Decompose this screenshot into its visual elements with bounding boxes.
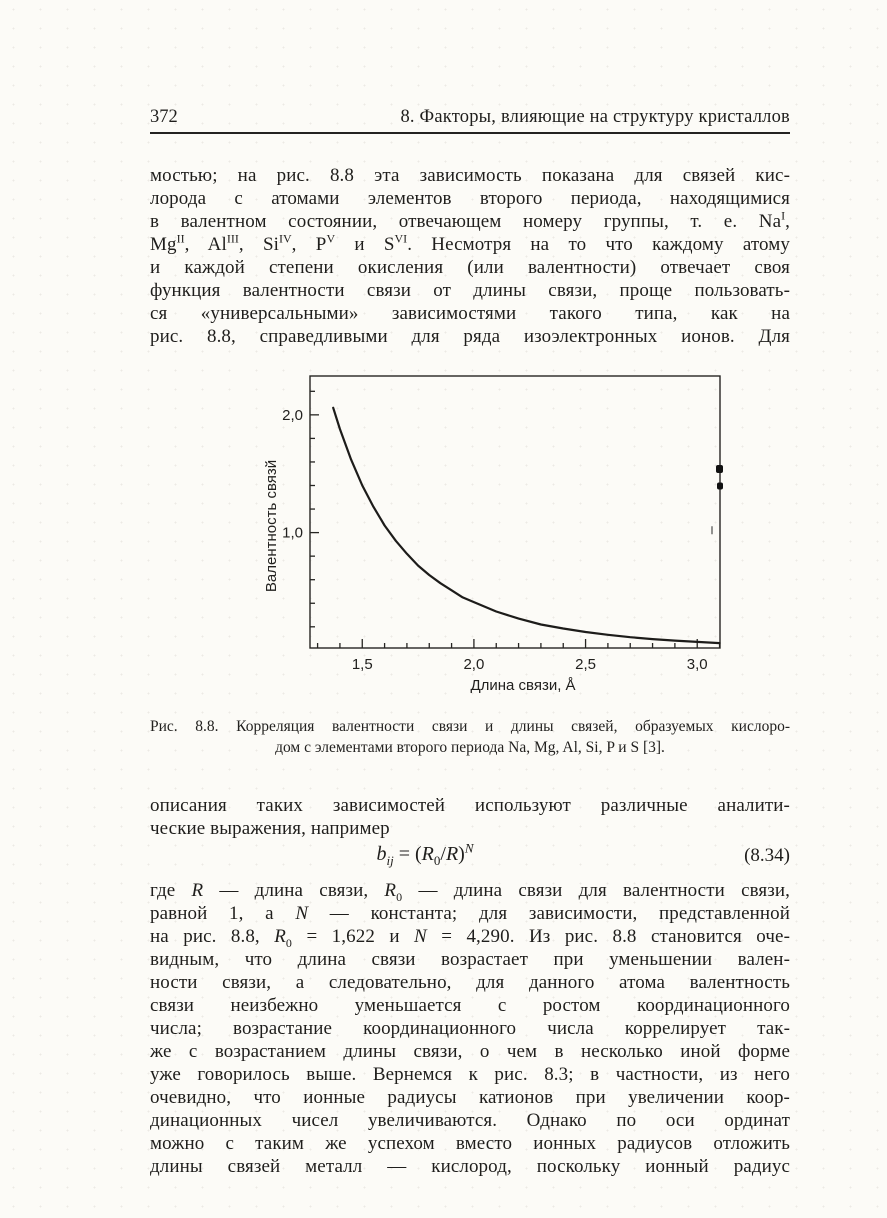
text-line: динационных чисел увеличиваются. Однако … (150, 1110, 790, 1131)
caption-line-2: дом с элементами второго периода Na, Mg,… (275, 739, 665, 756)
equation-number: (8.34) (744, 845, 790, 866)
text-line: числа; возрастание координационного числ… (150, 1018, 790, 1039)
text-line: уже говорилось выше. Вернемся к рис. 8.3… (150, 1064, 790, 1085)
text-line: MgII, AlIII, SiIV, PV и SVI. Несмотря на… (150, 231, 791, 255)
text-line: ся «универсальными» зависимостями такого… (150, 303, 790, 324)
figure-8-8: 1,5 2,0 2,5 3,0 1,0 2,0 Длина связи, Å Валентно… (262, 366, 732, 696)
text-line: лорода с атомами элементов второго перио… (150, 188, 790, 209)
text-line: связи неизбежно уменьшается с ростом коо… (150, 995, 790, 1016)
page-number: 372 (150, 107, 178, 127)
text-line: в валентном состоянии, отвечающем номеру… (150, 208, 790, 232)
x-tick-label: 2,0 (463, 656, 484, 673)
paragraph-1: мостью; на рис. 8.8 эта зависимость пока… (150, 164, 790, 348)
text-line: очевидно, что ионные радиусы катионов пр… (150, 1087, 790, 1108)
x-tick-label: 1,5 (352, 656, 373, 673)
curve-bond-valence (332, 406, 721, 645)
x-tick-label: 2,5 (575, 656, 596, 673)
text-line: описания таких зависимостей используют р… (150, 795, 790, 816)
scan-artifact (716, 465, 723, 474)
text-line: где R — длина связи, R0 — длина связи дл… (150, 880, 790, 904)
header-rule (150, 132, 790, 134)
caption-line-1: Рис. 8.8. Корреляция валентности связи и… (150, 718, 790, 735)
text-line: функция валентности связи от длины связи… (150, 280, 790, 301)
text-line: видным, что длина связи возрастает при у… (150, 949, 790, 970)
text-line: на рис. 8.8, R0 = 1,622 и N = 4,290. Из … (150, 926, 790, 950)
text-line: длины связей металл — кислород, поскольк… (150, 1156, 790, 1177)
text-line: рис. 8.8, справедливыми для ряда изоэлек… (150, 326, 790, 347)
equation-8-34: bij = (R0/R)N (150, 841, 790, 867)
scan-artifact (717, 482, 723, 490)
equation-row: bij = (R0/R)N (8.34) (150, 841, 790, 873)
text-line: можно с таким же успехом вместо ионных р… (150, 1133, 790, 1154)
text-line: равной 1, а N — константа; для зависимос… (150, 903, 791, 924)
text-line: ности связи, а следовательно, для данног… (150, 972, 790, 993)
paragraph-2: описания таких зависимостей используют р… (150, 794, 790, 840)
y-axis-label: Валентность связй (263, 460, 280, 592)
figure-caption: Рис. 8.8. Корреляция валентности связи и… (150, 716, 790, 758)
chapter-title: 8. Факторы, влияющие на структуру криста… (400, 107, 790, 127)
x-tick-label: 3,0 (687, 656, 708, 673)
text-line: мостью; на рис. 8.8 эта зависимость пока… (150, 165, 790, 186)
equation-line: bij = (R0/R)N (376, 840, 474, 868)
paragraph-3: где R — длина связи, R0 — длина связи дл… (150, 879, 790, 1178)
text-line: и каждой степени окисления (или валентно… (150, 257, 790, 278)
y-tick-label: 1,0 (282, 525, 303, 542)
y-tick-label: 2,0 (282, 407, 303, 424)
text-line: ческие выражения, например (150, 818, 390, 839)
text-line: же с возрастанием длины связи, о чем в н… (150, 1041, 790, 1062)
page-header: 372 8. Факторы, влияющие на структуру кр… (150, 106, 790, 128)
x-axis-label: Длина связи, Å (470, 677, 575, 694)
bond-valence-chart: 1,5 2,0 2,5 3,0 1,0 2,0 Длина связи, Å Валентно… (263, 375, 723, 694)
plot-frame (309, 375, 721, 649)
